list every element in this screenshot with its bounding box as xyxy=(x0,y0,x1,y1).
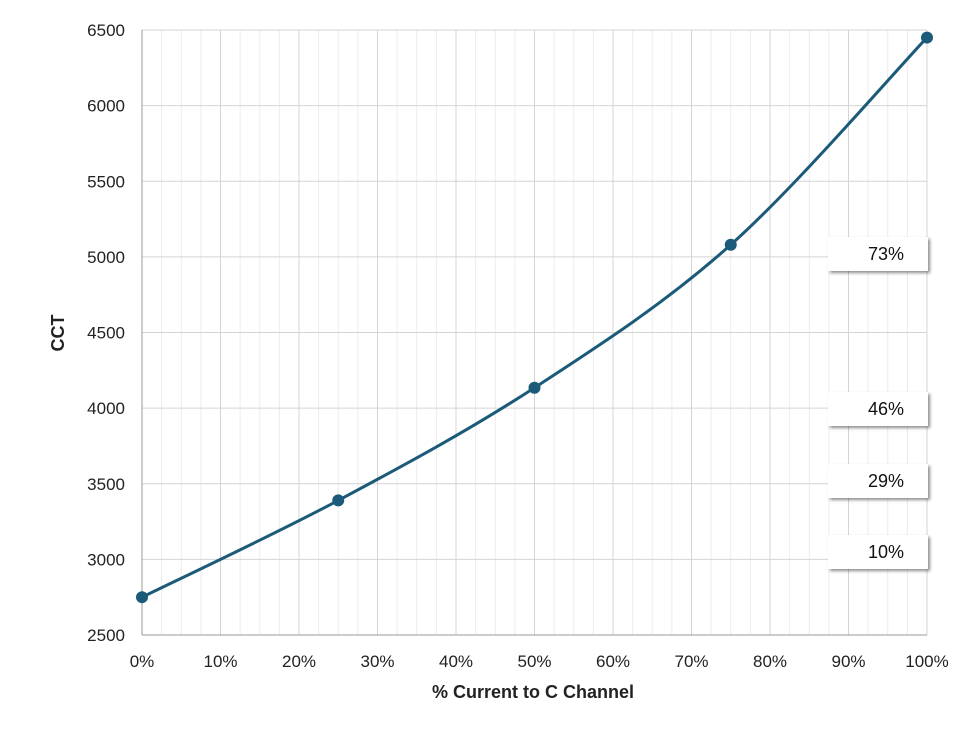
x-tick-labels: 0% 10% 20% 30% 40% 50% 60% 70% 80% 90% 100% xyxy=(130,652,949,671)
x-tick-label: 20% xyxy=(282,652,316,671)
x-tick-label: 80% xyxy=(753,652,787,671)
callout-10: 10% xyxy=(828,535,928,569)
y-tick-label: 6000 xyxy=(87,97,125,116)
y-tick-label: 5000 xyxy=(87,248,125,267)
data-point xyxy=(921,31,933,44)
x-tick-label: 10% xyxy=(203,652,237,671)
data-point xyxy=(724,238,737,251)
x-tick-label: 100% xyxy=(905,652,948,671)
data-point xyxy=(332,494,345,507)
axes xyxy=(141,30,927,636)
x-tick-label: 50% xyxy=(517,652,551,671)
y-tick-label: 3000 xyxy=(87,550,125,569)
x-tick-label: 70% xyxy=(674,652,708,671)
x-tick-label: 30% xyxy=(360,652,394,671)
callout-73: 73% xyxy=(828,237,928,271)
data-point xyxy=(136,591,148,604)
data-point xyxy=(528,381,541,394)
callout-29: 29% xyxy=(828,464,928,498)
y-tick-label: 5500 xyxy=(87,172,125,191)
y-tick-label: 4000 xyxy=(87,399,125,418)
callout-46: 46% xyxy=(828,392,928,426)
y-tick-label: 3500 xyxy=(87,475,125,494)
x-tick-label: 40% xyxy=(439,652,473,671)
y-tick-label: 4500 xyxy=(87,324,125,343)
y-axis-title: CCT xyxy=(48,315,68,352)
x-tick-label: 0% xyxy=(130,652,155,671)
y-tick-labels: 2500 3000 3500 4000 4500 5000 5500 6000 6500 xyxy=(87,21,125,645)
y-tick-label: 6500 xyxy=(87,21,125,40)
x-axis-title: % Current to C Channel xyxy=(432,682,634,702)
x-tick-label: 60% xyxy=(596,652,630,671)
y-tick-label: 2500 xyxy=(87,626,125,645)
x-tick-label: 90% xyxy=(831,652,865,671)
series-layer xyxy=(136,31,933,604)
